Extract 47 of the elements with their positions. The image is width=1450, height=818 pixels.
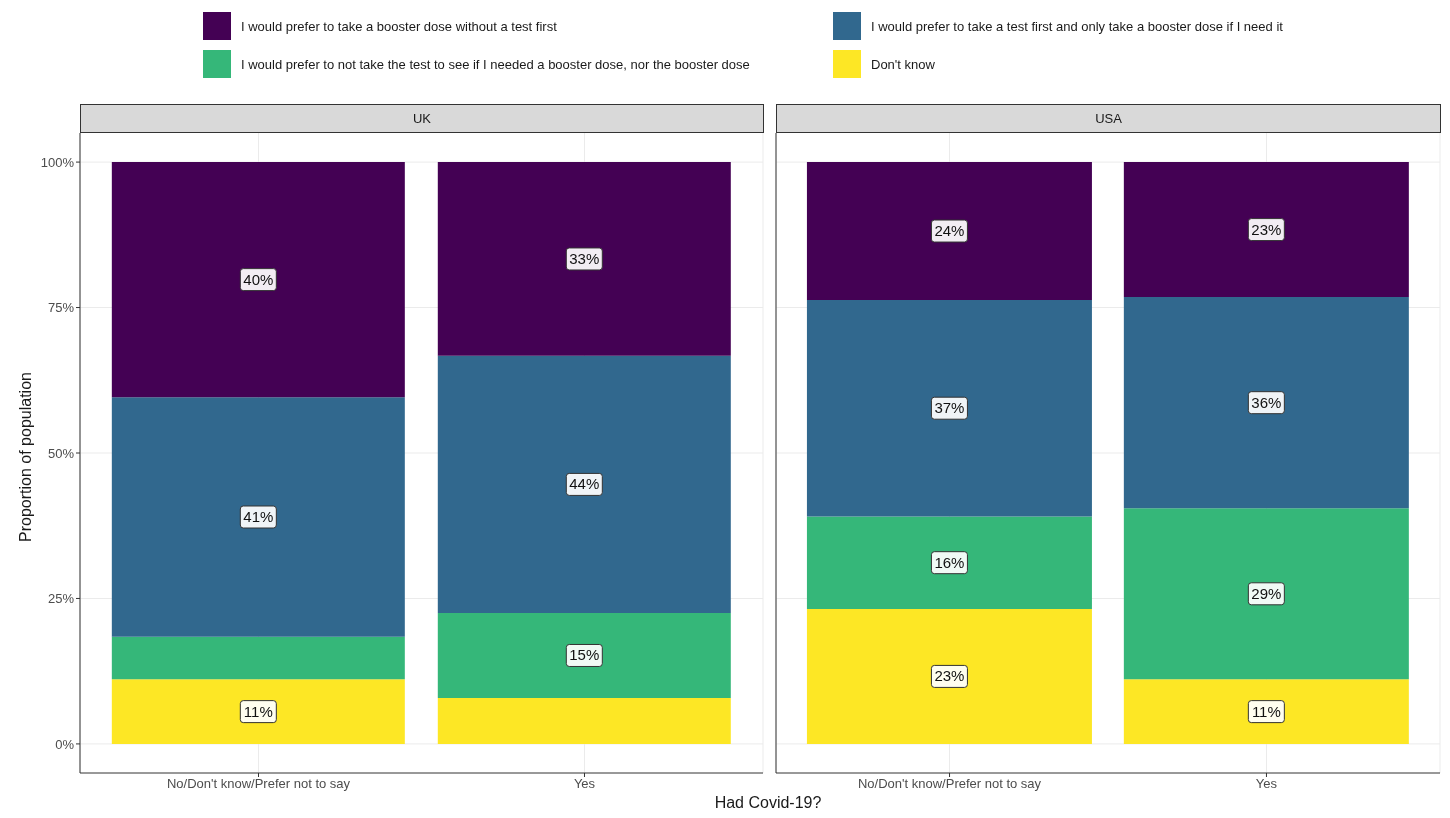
bar [111,162,405,398]
data-label: 44% [569,475,600,493]
data-label: 11% [1251,702,1281,720]
y-tick-label: 75% [47,300,75,316]
data-label: 15% [569,646,600,664]
bar [111,679,405,744]
bar [437,162,731,356]
data-label: 37% [934,399,965,417]
bar [1123,297,1409,509]
bar [806,162,1092,300]
x-tick-label: No/Don't know/Prefer not to say [857,776,1042,792]
bar [806,516,1092,609]
data-label: 29% [1251,584,1282,602]
bar [806,299,1092,517]
x-tick-label: No/Don't know/Prefer not to say [166,776,351,792]
data-label: 16% [934,553,965,571]
x-tick-label: Yes [573,776,596,792]
y-tick-label: 100% [40,154,75,170]
data-label: 23% [1251,220,1282,238]
bar [806,608,1092,744]
y-tick-label: 25% [47,591,75,607]
legend-label: I would prefer to not take the test to see if I needed a booster dose, nor the booster dose [241,56,750,72]
data-label: 24% [934,222,965,240]
legend-label: I would prefer to take a test first and only take a booster dose if I need it [871,18,1283,34]
bar [1123,162,1409,298]
data-label: 33% [569,249,600,267]
data-label: 40% [243,270,274,288]
bar [111,397,405,637]
data-label: 23% [934,667,965,685]
x-tick-label: Yes [1255,776,1278,792]
chart-title: USA [776,104,1441,133]
data-label: 36% [1251,393,1282,411]
x-axis-title: Had Covid-19? [713,794,823,812]
bar [1123,508,1409,680]
bar [111,636,405,680]
bar [437,355,731,613]
legend-label: Don't know [871,56,935,72]
data-label: 11% [243,702,273,720]
data-label: 41% [243,508,274,525]
y-axis-title: Proportion of population [17,371,35,544]
y-tick-label: 0% [55,736,75,752]
bar [437,697,731,744]
y-tick-label: 50% [47,445,75,461]
bar [437,613,731,698]
legend-label: I would prefer to take a booster dose without a test first [241,18,557,34]
chart-title: UK [80,104,764,133]
bar [1123,679,1409,744]
